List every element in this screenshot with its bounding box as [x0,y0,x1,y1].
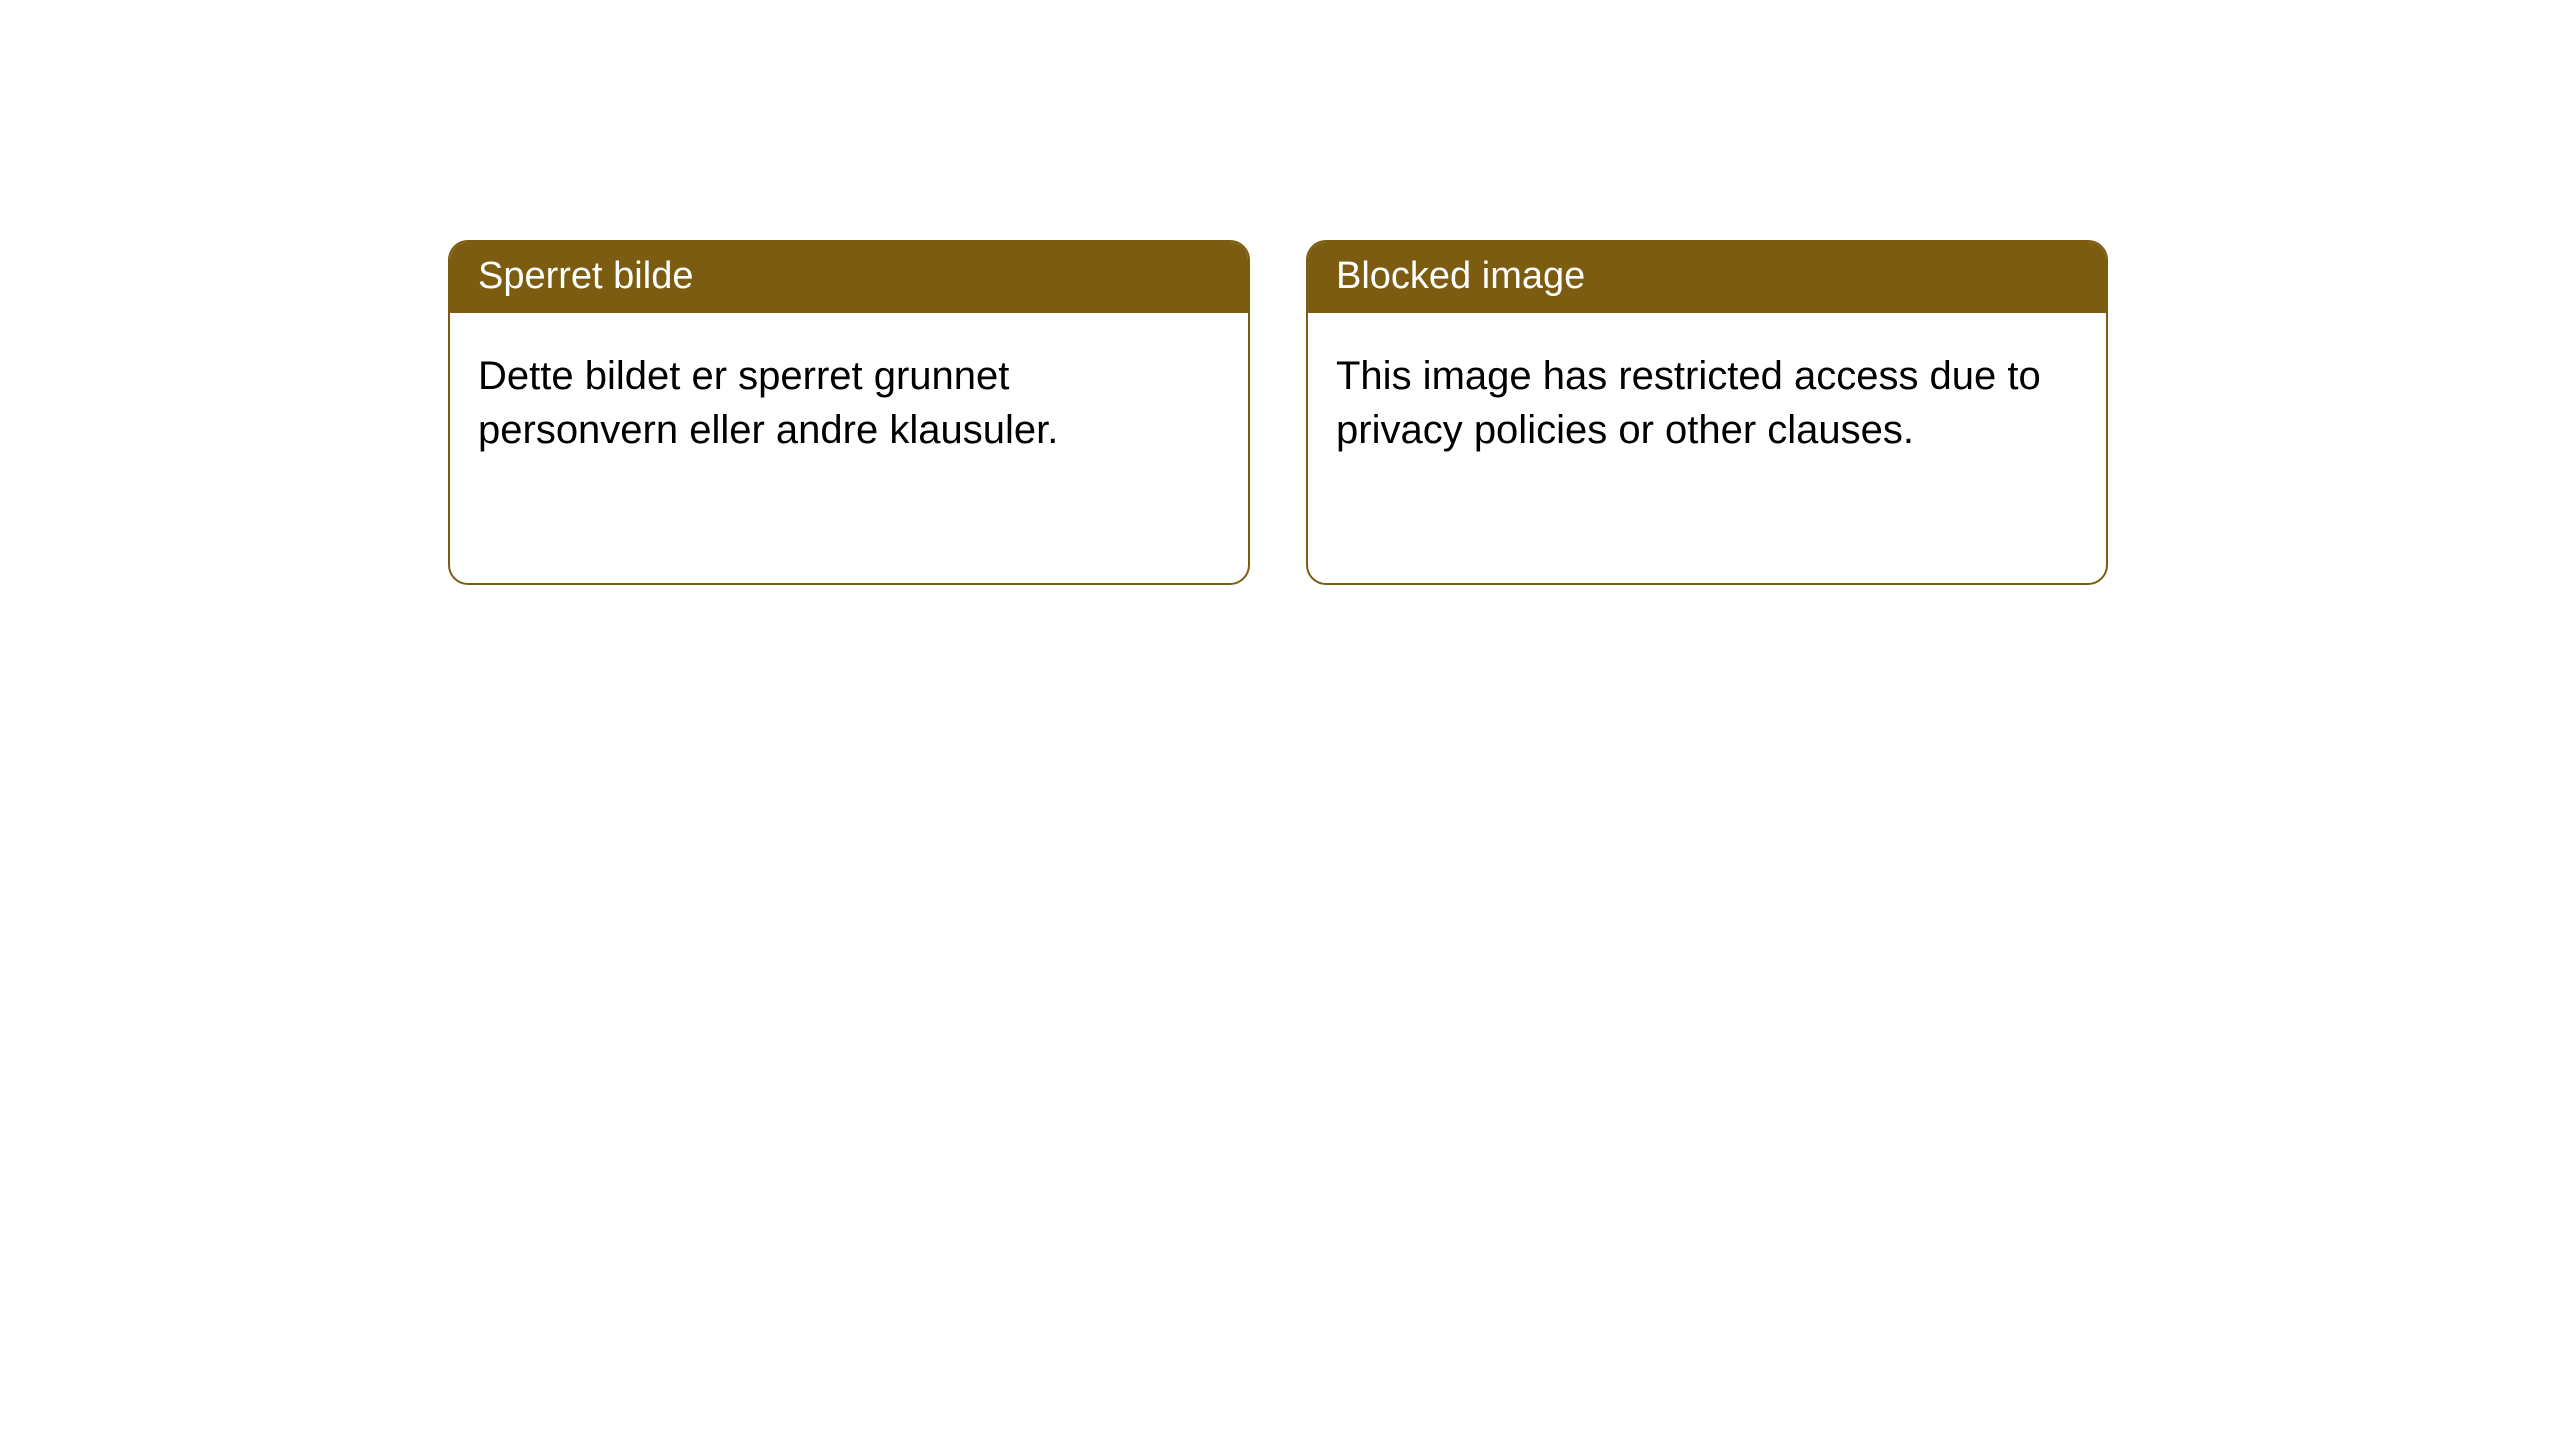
notice-body: This image has restricted access due to … [1308,313,2106,583]
notice-header: Blocked image [1308,242,2106,313]
notice-card-norwegian: Sperret bilde Dette bildet er sperret gr… [448,240,1250,585]
notice-body: Dette bildet er sperret grunnet personve… [450,313,1248,583]
notice-card-english: Blocked image This image has restricted … [1306,240,2108,585]
notice-container: Sperret bilde Dette bildet er sperret gr… [0,0,2560,585]
notice-header: Sperret bilde [450,242,1248,313]
